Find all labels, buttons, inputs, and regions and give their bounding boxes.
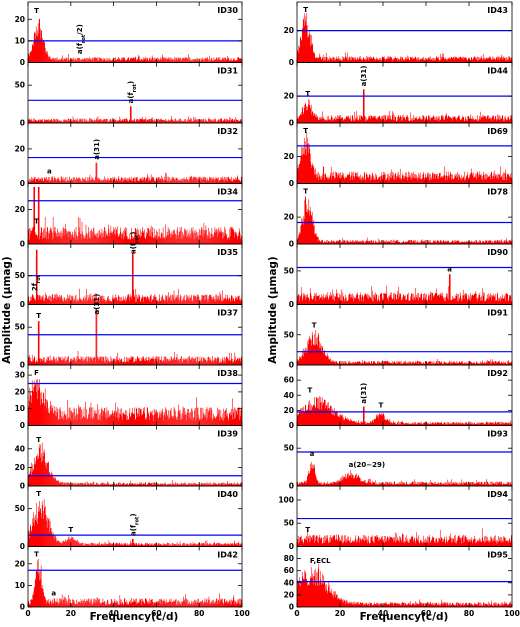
y-tick-label: 10 [15,404,25,413]
panel-id-label: ID34 [217,188,238,197]
panel-id32: 0 20 ID32 a a(31) [15,122,243,188]
panel-id38: 0 10 20 30 ID38 F [15,364,243,430]
panel-id37: 0 50 ID37 Ta(31) [15,294,243,370]
peak-annotation: T [36,490,41,498]
x-tick-label: 20 [66,609,76,618]
spectrum [28,106,242,123]
y-tick-label: 0 [20,603,25,612]
y-tick-label: 0 [20,421,25,430]
y-tick-label: 20 [15,463,25,472]
y-tick-label: 20 [15,559,25,568]
y-tick-label: 0 [20,58,25,67]
y-tick-label: 20 [15,144,25,153]
peak-annotation: a(frot/2) [76,24,87,54]
y-tick-label: 20 [15,15,25,24]
x-tick-label: 0 [25,609,30,618]
panel-id31: 0 50 ID31 a(frot) [15,62,243,128]
peak-annotation: 2frot [31,274,42,291]
panel-id42: 0 10 20 0 20 40 60 80 100 ID42 Ta [15,546,250,618]
y-tick-label: 0 [20,179,25,188]
peak-annotation: a(31) [93,294,101,315]
y-tick-label: 30 [15,371,25,380]
x-tick-label: 40 [108,609,118,618]
panel-id40: 0 50 ID40 T T a(frot) [15,485,243,551]
y-tick-label: 50 [15,81,25,90]
panel-id-label: ID37 [217,309,238,318]
peak-annotation: T [68,526,73,534]
panel-id35: 0 50 ID35 2frot a(frot) [15,232,243,309]
spectrum [28,442,242,486]
peak-annotation: a(31) [93,139,101,160]
panel-id-label: ID35 [217,248,238,257]
y-tick-label: 50 [15,504,25,513]
panel-frame [27,122,243,184]
peak-annotation: a [47,168,52,176]
y-tick-label: 0 [20,300,25,309]
panel-id-label: ID32 [217,127,238,136]
panel-frame [27,546,243,608]
panel-id30: 0 10 20 ID30 Ta(frot/2) [15,1,243,67]
panel-id-label: ID39 [217,430,238,439]
peak-annotation: a(frot) [129,513,140,535]
panel-id-label: ID30 [217,6,238,15]
spectrum [28,499,242,547]
peak-annotation: a(frot) [127,81,138,103]
peak-annotation: a [51,589,56,597]
panels: 0 10 20 ID30 Ta(frot/2) 0 50 ID31 a(frot) 0 20 ID32… [15,1,520,618]
peak-annotation: T [34,7,39,15]
x-tick-label: 60 [151,609,161,618]
peak-annotation: T [34,218,39,226]
panel-id39: 0 20 40 ID39 T [15,425,243,491]
peak-annotation: T [36,312,41,320]
y-tick-label: 20 [15,205,25,214]
y-tick-label: 0 [20,542,25,551]
spectrum [28,558,242,607]
panel-id-label: ID42 [217,551,238,560]
spectrum [28,162,242,184]
spectrum [28,379,242,426]
y-tick-label: 50 [15,271,25,280]
y-tick-label: 10 [15,581,25,590]
panel-id34: 0 20 ID34 T [15,183,243,249]
y-tick-label: 20 [15,387,25,396]
peak-annotation: F [34,369,39,377]
y-tick-label: 0 [20,361,25,370]
panel-id-label: ID31 [217,67,238,76]
y-tick-label: 50 [15,323,25,332]
panel-frame [27,1,243,63]
spectrum [297,13,512,63]
y-tick-label: 0 [20,119,25,128]
panel-id-label: ID38 [217,369,238,378]
y-tick-label: 40 [15,444,25,453]
panel-id-label: ID40 [217,490,238,499]
spectrum [28,249,242,305]
peak-annotation: T [34,551,39,559]
y-tick-label: 0 [20,240,25,249]
panel-frame [27,425,243,487]
spectrum [28,308,242,365]
y-tick-label: 10 [15,36,25,45]
x-tick-label: 80 [194,609,204,618]
peak-annotation: T [36,436,41,444]
y-tick-label: 0 [20,482,25,491]
x-tick-label: 100 [234,609,250,618]
peak-annotation: a(frot) [129,232,140,254]
